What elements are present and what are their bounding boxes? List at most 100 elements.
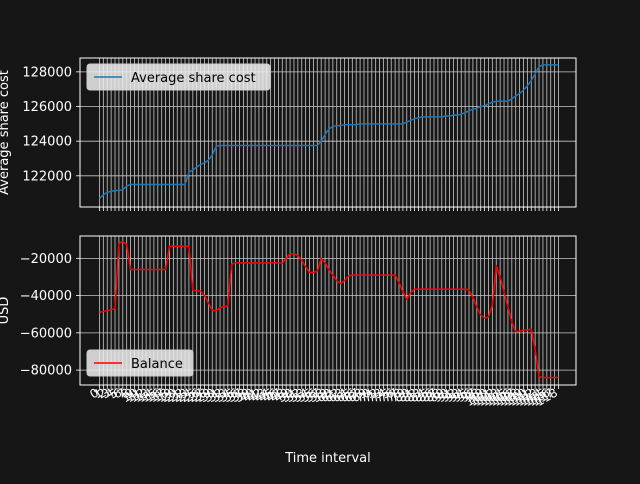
figure-xlabel: Time interval [284, 451, 371, 466]
x-tick-label: 62 [322, 385, 342, 405]
panel2-series-line-0 [99, 240, 559, 379]
x-tick-label: 57 [302, 385, 322, 405]
x-tick-label: 44 [252, 385, 272, 405]
x-tick-label: 39 [232, 385, 252, 405]
x-tick-label: 86 [415, 385, 435, 405]
x-tick-label: 34 [213, 385, 233, 405]
x-tick-label: 93 [443, 385, 463, 405]
x-tick-label: 79 [388, 385, 408, 405]
x-tick-label: 32 [205, 385, 225, 405]
x-tick-label: 13 [131, 385, 151, 405]
panel1-y-tick-label: 128000 [22, 65, 72, 80]
x-tick-label: 12 [127, 385, 147, 405]
x-tick-label: 46 [260, 385, 280, 405]
x-tick-label: 99 [466, 385, 486, 405]
x-tick-label: 82 [400, 385, 420, 405]
x-tick-label: 36 [221, 385, 241, 405]
x-tick-label: 89 [427, 385, 447, 405]
panel1-y-tick-label: 122000 [22, 169, 72, 184]
x-tick-label: 73 [365, 385, 385, 405]
x-tick-label: 63 [326, 385, 346, 405]
x-tick-label: 27 [186, 385, 206, 405]
panel2-axes-frame [79, 235, 577, 386]
x-tick-label: 33 [209, 385, 229, 405]
x-tick-label: 77 [380, 385, 400, 405]
panel2-y-tick-label: −20000 [20, 252, 72, 267]
panel1-legend-box [86, 63, 271, 91]
x-tick-label: 49 [271, 385, 291, 405]
x-tick-label: 58 [306, 385, 326, 405]
x-tick-label: 75 [372, 385, 392, 405]
x-tick-label: 11 [124, 385, 144, 405]
x-tick-label: 26 [182, 385, 202, 405]
x-tick-label: 81 [396, 385, 416, 405]
x-tick-label: 55 [295, 385, 315, 405]
panel1-axes-frame [79, 57, 577, 208]
panel1-y-axis-label: Average share cost [0, 70, 12, 195]
x-tick-label: 67 [341, 385, 361, 405]
x-tick-label: 80 [392, 385, 412, 405]
x-tick-label: 97 [458, 385, 478, 405]
panel1-series-line-0 [98, 64, 559, 199]
x-tick-label: 29 [194, 385, 214, 405]
x-tick-label: 45 [256, 385, 276, 405]
x-tick-label: 61 [318, 385, 338, 405]
x-tick-label: 47 [264, 385, 284, 405]
x-tick-label: 87 [419, 385, 439, 405]
x-tick-label: 20 [159, 385, 179, 405]
x-tick-label: 25 [178, 385, 198, 405]
x-tick-label: 15 [139, 385, 159, 405]
x-tick-label: 66 [337, 385, 357, 405]
x-tick-label: 23 [170, 385, 190, 405]
x-tick-label: 54 [291, 385, 311, 405]
x-tick-label: 24 [174, 385, 194, 405]
x-tick-label: 43 [248, 385, 268, 405]
x-tick-label: 83 [404, 385, 424, 405]
panel2-y-axis-label: USD [0, 297, 12, 325]
x-tick-label: 72 [361, 385, 381, 405]
x-tick-label: 30 [197, 385, 217, 405]
x-tick-label: 40 [236, 385, 256, 405]
x-tick-label: 21 [162, 385, 182, 405]
x-tick-label: 22 [166, 385, 186, 405]
panel1-y-tick-label: 124000 [22, 135, 72, 150]
x-tick-label: 91 [435, 385, 455, 405]
x-tick-label: 16 [143, 385, 163, 405]
x-tick-label: 28 [190, 385, 210, 405]
x-tick-label: 76 [376, 385, 396, 405]
x-tick-label: 84 [407, 385, 427, 405]
x-tick-label: 92 [439, 385, 459, 405]
x-tick-label: 95 [450, 385, 470, 405]
panel2-y-tick-label: −40000 [20, 289, 72, 304]
x-tick-label: 69 [349, 385, 369, 405]
panel2-legend-label: Balance [131, 357, 183, 372]
panel1-y-tick-label: 126000 [22, 100, 72, 115]
x-tick-label: 85 [411, 385, 431, 405]
x-tick-label: 41 [240, 385, 260, 405]
x-tick-label: 90 [431, 385, 451, 405]
panel2-legend-box [86, 349, 194, 377]
x-tick-label: 37 [225, 385, 245, 405]
x-tick-label: 74 [369, 385, 389, 405]
x-tick-label: 38 [229, 385, 249, 405]
x-tick-label: 64 [330, 385, 350, 405]
x-tick-label: 60 [314, 385, 334, 405]
panel2-y-tick-label: −80000 [20, 364, 72, 379]
x-tick-label: 59 [310, 385, 330, 405]
x-tick-label: 88 [423, 385, 443, 405]
x-tick-label: 78 [384, 385, 404, 405]
x-tick-label: 94 [446, 385, 466, 405]
panel1-legend-label: Average share cost [131, 71, 256, 86]
x-tick-label: 65 [334, 385, 354, 405]
x-tick-label: 35 [217, 385, 237, 405]
x-tick-label: 51 [279, 385, 299, 405]
panel2-y-tick-label: −60000 [20, 326, 72, 341]
x-tick-label: 56 [299, 385, 319, 405]
x-tick-label: 70 [353, 385, 373, 405]
x-tick-label: 48 [267, 385, 287, 405]
x-tick-label: 98 [462, 385, 482, 405]
x-tick-label: 53 [287, 385, 307, 405]
x-tick-label: 52 [283, 385, 303, 405]
